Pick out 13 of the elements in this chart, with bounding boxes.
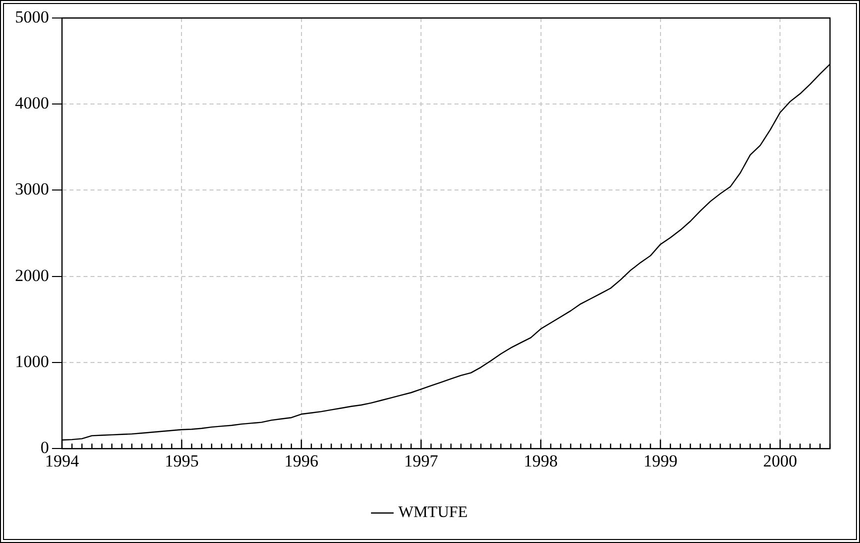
y-tick-label: 5000	[15, 7, 49, 26]
x-tick-label: 1996	[284, 451, 318, 470]
x-tick-label: 1998	[524, 451, 558, 470]
y-tick-label: 2000	[15, 266, 49, 285]
x-tick-label: 1997	[404, 451, 439, 470]
x-tick-label: 1995	[164, 451, 199, 470]
x-tick-label: 2000	[763, 451, 798, 470]
y-tick-label: 0	[40, 438, 49, 458]
y-tick-label: 4000	[15, 94, 49, 113]
legend-label: WMTUFE	[398, 504, 468, 522]
y-tick-label: 1000	[15, 352, 49, 371]
y-tick-label: 3000	[15, 180, 49, 199]
x-tick-label: 1999	[643, 451, 678, 470]
